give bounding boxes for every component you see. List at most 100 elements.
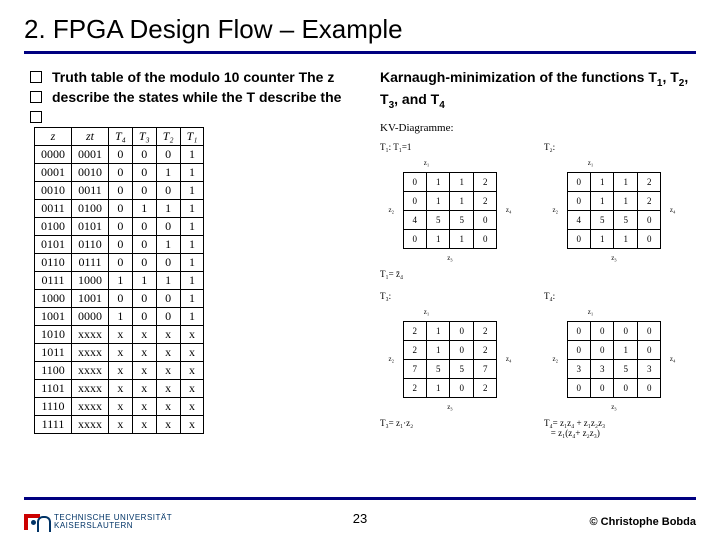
table-header-cell: T₂ xyxy=(156,128,180,146)
kmap-cell: 3 xyxy=(591,359,614,378)
kmap-cell: 0 xyxy=(567,340,590,359)
table-cell: 0 xyxy=(132,182,156,200)
table-cell: 1001 xyxy=(35,308,72,326)
table-cell: 0 xyxy=(132,290,156,308)
kmap-cell: 1 xyxy=(591,191,614,210)
right-column: Karnaugh-minimization of the functions T… xyxy=(370,68,690,450)
table-header-cell: z xyxy=(35,128,72,146)
title-area: 2. FPGA Design Flow – Example xyxy=(0,0,720,60)
table-cell: 0 xyxy=(156,218,180,236)
bullet-box-icon xyxy=(30,111,42,123)
table-cell: x xyxy=(156,380,180,398)
table-cell: x xyxy=(180,398,204,416)
table-cell: 0 xyxy=(156,182,180,200)
kmap-t3: T₃:z₁2102z₂2102z₄75572102z₃T₃= z₁·z₂ xyxy=(380,291,520,438)
table-cell: xxxx xyxy=(72,344,109,362)
table-header-cell: T₄ xyxy=(109,128,133,146)
copyright: © Christophe Bobda xyxy=(590,516,697,528)
kmap-cell: 0 xyxy=(591,321,614,340)
truth-table: zztT₄T₃T₂T₁ 0000000100010001001000110010… xyxy=(34,127,204,434)
kmap-cell: 4 xyxy=(567,210,590,229)
kmap-cell: 5 xyxy=(591,210,614,229)
table-cell: 1 xyxy=(156,236,180,254)
kmap-cell: 2 xyxy=(473,172,496,191)
kmap-cell: 1 xyxy=(450,229,473,248)
table-cell: 1101 xyxy=(35,380,72,398)
kmap-cell: 1 xyxy=(427,321,450,340)
kmap-cell: 0 xyxy=(637,378,660,397)
table-cell: 1 xyxy=(109,308,133,326)
kmap-cell: 5 xyxy=(614,359,637,378)
bullet-2: describe the states while the T describe… xyxy=(30,88,370,106)
table-cell: 1 xyxy=(109,272,133,290)
table-row: 1111xxxxxxxx xyxy=(35,416,204,434)
table-cell: 0 xyxy=(132,146,156,164)
kmap-cell: 4 xyxy=(403,210,426,229)
kmap-cell: 2 xyxy=(637,191,660,210)
table-cell: 0 xyxy=(109,146,133,164)
table-cell: x xyxy=(109,380,133,398)
table-cell: 1 xyxy=(180,164,204,182)
table-cell: 0111 xyxy=(72,254,109,272)
table-cell: 0000 xyxy=(72,308,109,326)
university-logo: TECHNISCHE UNIVERSITÄT KAISERSLAUTERN xyxy=(24,510,172,534)
table-cell: 0001 xyxy=(72,146,109,164)
table-cell: 1111 xyxy=(35,416,72,434)
table-cell: x xyxy=(180,326,204,344)
table-cell: 1 xyxy=(180,290,204,308)
content-area: Truth table of the modulo 10 counter The… xyxy=(0,60,720,450)
kmap-cell: 1 xyxy=(614,229,637,248)
table-cell: 0 xyxy=(132,308,156,326)
table-cell: 0 xyxy=(109,164,133,182)
kmap-cell: 1 xyxy=(427,340,450,359)
logo-text: TECHNISCHE UNIVERSITÄT KAISERSLAUTERN xyxy=(54,514,172,530)
table-row: 010101100011 xyxy=(35,236,204,254)
uni-line2: KAISERSLAUTERN xyxy=(54,522,172,530)
kmap-cell: 0 xyxy=(450,321,473,340)
table-cell: 0 xyxy=(132,254,156,272)
footer-rule xyxy=(24,497,696,500)
kmap-cell: 2 xyxy=(637,172,660,191)
kmap-cell: 2 xyxy=(473,191,496,210)
kmap-cell: 5 xyxy=(614,210,637,229)
kmap-cell: 0 xyxy=(637,321,660,340)
table-cell: x xyxy=(132,326,156,344)
kmap-cell: 1 xyxy=(614,340,637,359)
kmap-cell: 1 xyxy=(427,378,450,397)
table-cell: xxxx xyxy=(72,362,109,380)
kmap-cell: 2 xyxy=(403,340,426,359)
rt-prefix: Karnaugh-minimization of the functions T xyxy=(380,69,657,85)
kmap-area: KV-Diagramme: T₁: T₁=1z₁0112z₂0112z₄4550… xyxy=(380,122,690,438)
table-cell: xxxx xyxy=(72,398,109,416)
table-cell: x xyxy=(109,416,133,434)
kmap-cell: 0 xyxy=(637,229,660,248)
logo-mark-icon xyxy=(24,510,48,534)
bullet-box-icon xyxy=(30,71,42,83)
table-cell: 0110 xyxy=(35,254,72,272)
table-header-cell: zt xyxy=(72,128,109,146)
table-cell: 1010 xyxy=(35,326,72,344)
kmap-label: T₃: xyxy=(380,291,520,301)
table-cell: 0 xyxy=(109,218,133,236)
kmap-cell: 3 xyxy=(567,359,590,378)
table-cell: 0 xyxy=(156,290,180,308)
kmap-cell: 0 xyxy=(403,229,426,248)
left-column: Truth table of the modulo 10 counter The… xyxy=(30,68,370,450)
table-row: 1101xxxxxxxx xyxy=(35,380,204,398)
kmap-cell: 5 xyxy=(427,359,450,378)
bullet-3 xyxy=(30,108,370,123)
kmap-cell: 2 xyxy=(473,321,496,340)
kmap-cell: 0 xyxy=(637,340,660,359)
table-cell: x xyxy=(156,326,180,344)
table-cell: 1 xyxy=(180,146,204,164)
table-cell: 0 xyxy=(156,254,180,272)
table-cell: 0 xyxy=(156,308,180,326)
rt-m1: , T xyxy=(662,69,678,85)
table-cell: xxxx xyxy=(72,326,109,344)
kmap-cell: 7 xyxy=(403,359,426,378)
table-body: 0000000100010001001000110010001100010011… xyxy=(35,146,204,434)
table-cell: 0101 xyxy=(35,236,72,254)
table-cell: x xyxy=(132,362,156,380)
table-cell: 1 xyxy=(180,236,204,254)
table-row: 011110001111 xyxy=(35,272,204,290)
